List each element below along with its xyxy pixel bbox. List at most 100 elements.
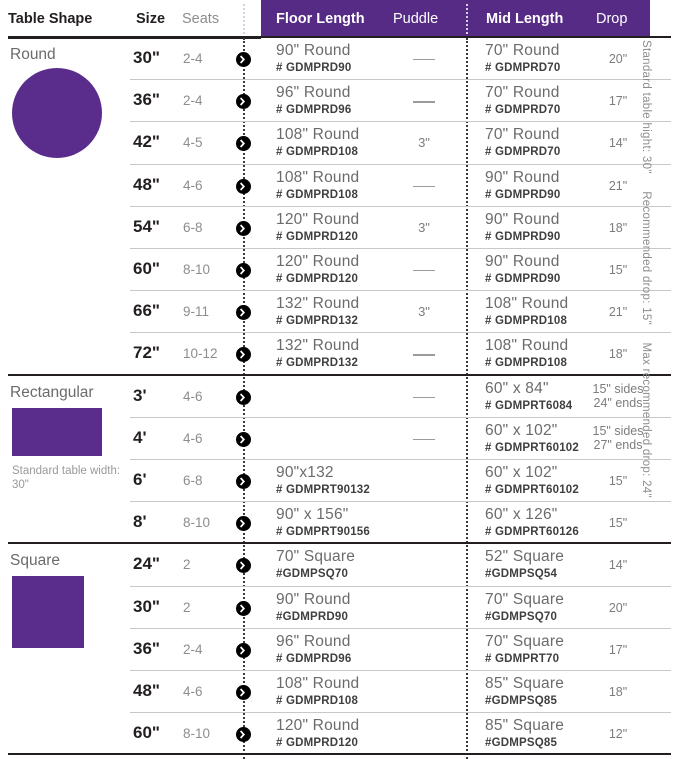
table-row[interactable]: 30" 2-4 90" Round # GDMPRD90 70" Round # GDMP… bbox=[0, 38, 679, 80]
table-row[interactable]: 30" 2 90" Round #GDMPRD90 70" Square #GDMPSQ7… bbox=[0, 587, 679, 629]
cell-seats: 2-4 bbox=[183, 641, 203, 657]
chevron-right-circle-icon[interactable] bbox=[236, 305, 251, 321]
row-marker[interactable] bbox=[236, 642, 251, 658]
table-row[interactable]: 24" 2 70" Square #GDMPSQ70 52" Square #GDMPSQ… bbox=[0, 544, 679, 586]
table-row[interactable]: 6' 6-8 90"x132 # GDMPRT90132 60" x 102" # GDM… bbox=[0, 460, 679, 502]
row-marker[interactable] bbox=[236, 94, 251, 110]
cell-puddle: 3" bbox=[418, 304, 430, 320]
table-row[interactable]: 60" 8-10 120" Round # GDMPRD120 90" Round # G… bbox=[0, 249, 679, 291]
table-row[interactable]: 36" 2-4 96" Round # GDMPRD96 70" Round # GDMP… bbox=[0, 80, 679, 122]
side-note-part-3: Max recommended drop: 24" bbox=[640, 342, 652, 498]
cell-mid-length: 70" Square bbox=[485, 632, 565, 650]
row-divider bbox=[130, 670, 671, 671]
row-marker[interactable] bbox=[236, 263, 251, 279]
cell-size: 30" bbox=[133, 596, 160, 616]
table-row[interactable]: 48" 4-6 108" Round # GDMPRD108 90" Round # GD… bbox=[0, 165, 679, 207]
chevron-right-circle-icon[interactable] bbox=[236, 347, 251, 363]
row-marker[interactable] bbox=[236, 474, 251, 490]
cell-mid-length: 70" Round bbox=[485, 42, 560, 60]
cell-floor-code: # GDMPRD132 bbox=[276, 315, 359, 328]
table-row[interactable]: 72" 10-12 132" Round # GDMPRD132 108" Round #… bbox=[0, 333, 679, 375]
row-marker[interactable] bbox=[236, 347, 251, 363]
cell-mid-length: 85" Square bbox=[485, 675, 565, 693]
cell-drop: 15" bbox=[608, 263, 628, 278]
table-row[interactable]: 60" 8-10 120" Round # GDMPRD120 85" Square #G… bbox=[0, 713, 679, 755]
table-row[interactable]: 42" 4-5 108" Round # GDMPRD108 3" 70" Round # … bbox=[0, 122, 679, 164]
chevron-right-circle-icon[interactable] bbox=[236, 642, 251, 658]
table-row[interactable]: 36" 2-4 96" Round # GDMPRD96 70" Square # GDM… bbox=[0, 629, 679, 671]
cell-floor-code: # GDMPRT90156 bbox=[276, 526, 370, 539]
row-marker[interactable] bbox=[236, 52, 251, 68]
row-marker[interactable] bbox=[236, 600, 251, 616]
section-divider bbox=[8, 373, 671, 376]
chevron-right-circle-icon[interactable] bbox=[236, 136, 251, 152]
cell-seats: 10-12 bbox=[183, 346, 218, 362]
chevron-right-circle-icon[interactable] bbox=[236, 474, 251, 490]
cell-puddle bbox=[385, 262, 463, 277]
row-marker[interactable] bbox=[236, 389, 251, 405]
section-divider bbox=[8, 542, 671, 545]
cell-floor-code: # GDMPRD108 bbox=[276, 146, 359, 159]
cell-mid-code: #GDMPSQ70 bbox=[485, 610, 558, 623]
cell-floor-length: 120" Round bbox=[276, 253, 360, 271]
cell-size: 60" bbox=[133, 723, 160, 743]
chevron-right-circle-icon[interactable] bbox=[236, 516, 251, 532]
cell-seats: 9-11 bbox=[183, 304, 210, 320]
cell-mid-code: # GDMPRD70 bbox=[485, 104, 561, 117]
cell-mid-code: #GDMPSQ85 bbox=[485, 695, 558, 708]
divider-dotted-right bbox=[466, 38, 468, 759]
row-divider bbox=[130, 712, 671, 714]
cell-puddle: 3" bbox=[418, 135, 430, 151]
row-marker[interactable] bbox=[236, 558, 251, 574]
cell-drop: 15" sides 24" ends bbox=[592, 381, 644, 410]
table-row[interactable]: 4' 4-6 60" x 102" # GDMPRT60102 15" sides 27"… bbox=[0, 418, 679, 460]
row-marker[interactable] bbox=[236, 305, 251, 321]
cell-floor-length: 120" Round bbox=[276, 210, 360, 228]
row-marker[interactable] bbox=[236, 178, 251, 194]
table-row[interactable]: 66" 9-11 132" Round # GDMPRD132 3" 108" Round… bbox=[0, 291, 679, 333]
row-divider bbox=[130, 290, 671, 292]
chevron-right-circle-icon[interactable] bbox=[236, 220, 251, 236]
table-bottom-border bbox=[8, 753, 671, 756]
cell-seats: 8-10 bbox=[183, 515, 211, 531]
row-marker[interactable] bbox=[236, 220, 251, 236]
chevron-right-circle-icon[interactable] bbox=[236, 178, 251, 194]
row-marker[interactable] bbox=[236, 516, 251, 532]
cell-size: 72" bbox=[133, 343, 160, 363]
table-row[interactable]: 8' 8-10 90" x 156" # GDMPRT90156 60" x 126" #… bbox=[0, 502, 679, 544]
cell-mid-code: # GDMPRT70 bbox=[485, 652, 560, 665]
cell-size: 48" bbox=[133, 681, 160, 701]
cell-floor-code: # GDMPRD96 bbox=[276, 652, 352, 665]
chevron-right-circle-icon[interactable] bbox=[236, 600, 251, 616]
cell-mid-length: 60" x 102" bbox=[485, 421, 558, 439]
em-dash-icon bbox=[413, 58, 435, 61]
chevron-right-circle-icon[interactable] bbox=[236, 389, 251, 405]
table-row[interactable]: 3' 4-6 60" x 84" # GDMPRT6084 15" sides 24" e… bbox=[0, 376, 679, 418]
row-divider bbox=[130, 459, 671, 460]
table-row[interactable]: 48" 4-6 108" Round # GDMPRD108 85" Square #GD… bbox=[0, 671, 679, 713]
shape-group-label-square: Square bbox=[10, 552, 60, 570]
chevron-right-circle-icon[interactable] bbox=[236, 263, 251, 279]
row-marker[interactable] bbox=[236, 685, 251, 701]
chevron-right-circle-icon[interactable] bbox=[236, 727, 251, 743]
cell-puddle bbox=[385, 389, 463, 404]
cell-puddle bbox=[385, 178, 463, 193]
row-marker[interactable] bbox=[236, 136, 251, 152]
chevron-right-circle-icon[interactable] bbox=[236, 52, 251, 68]
chevron-right-circle-icon[interactable] bbox=[236, 685, 251, 701]
table-row[interactable]: 54" 6-8 120" Round # GDMPRD120 3" 90" Round # … bbox=[0, 207, 679, 249]
cell-size: 8' bbox=[133, 512, 147, 532]
cell-mid-length: 90" Round bbox=[485, 253, 560, 271]
cell-drop: 15" sides 27" ends bbox=[592, 423, 644, 452]
cell-size: 6' bbox=[133, 470, 147, 490]
chevron-right-circle-icon[interactable] bbox=[236, 558, 251, 574]
row-marker[interactable] bbox=[236, 727, 251, 743]
chevron-right-circle-icon[interactable] bbox=[236, 94, 251, 110]
cell-seats: 2 bbox=[183, 557, 191, 573]
row-marker[interactable] bbox=[236, 431, 251, 447]
cell-mid-length: 90" Round bbox=[485, 210, 560, 228]
chevron-right-circle-icon[interactable] bbox=[236, 431, 251, 447]
cell-mid-code: #GDMPSQ85 bbox=[485, 737, 558, 750]
cell-drop: 18" bbox=[608, 685, 628, 700]
column-header-size: Size bbox=[136, 11, 166, 27]
